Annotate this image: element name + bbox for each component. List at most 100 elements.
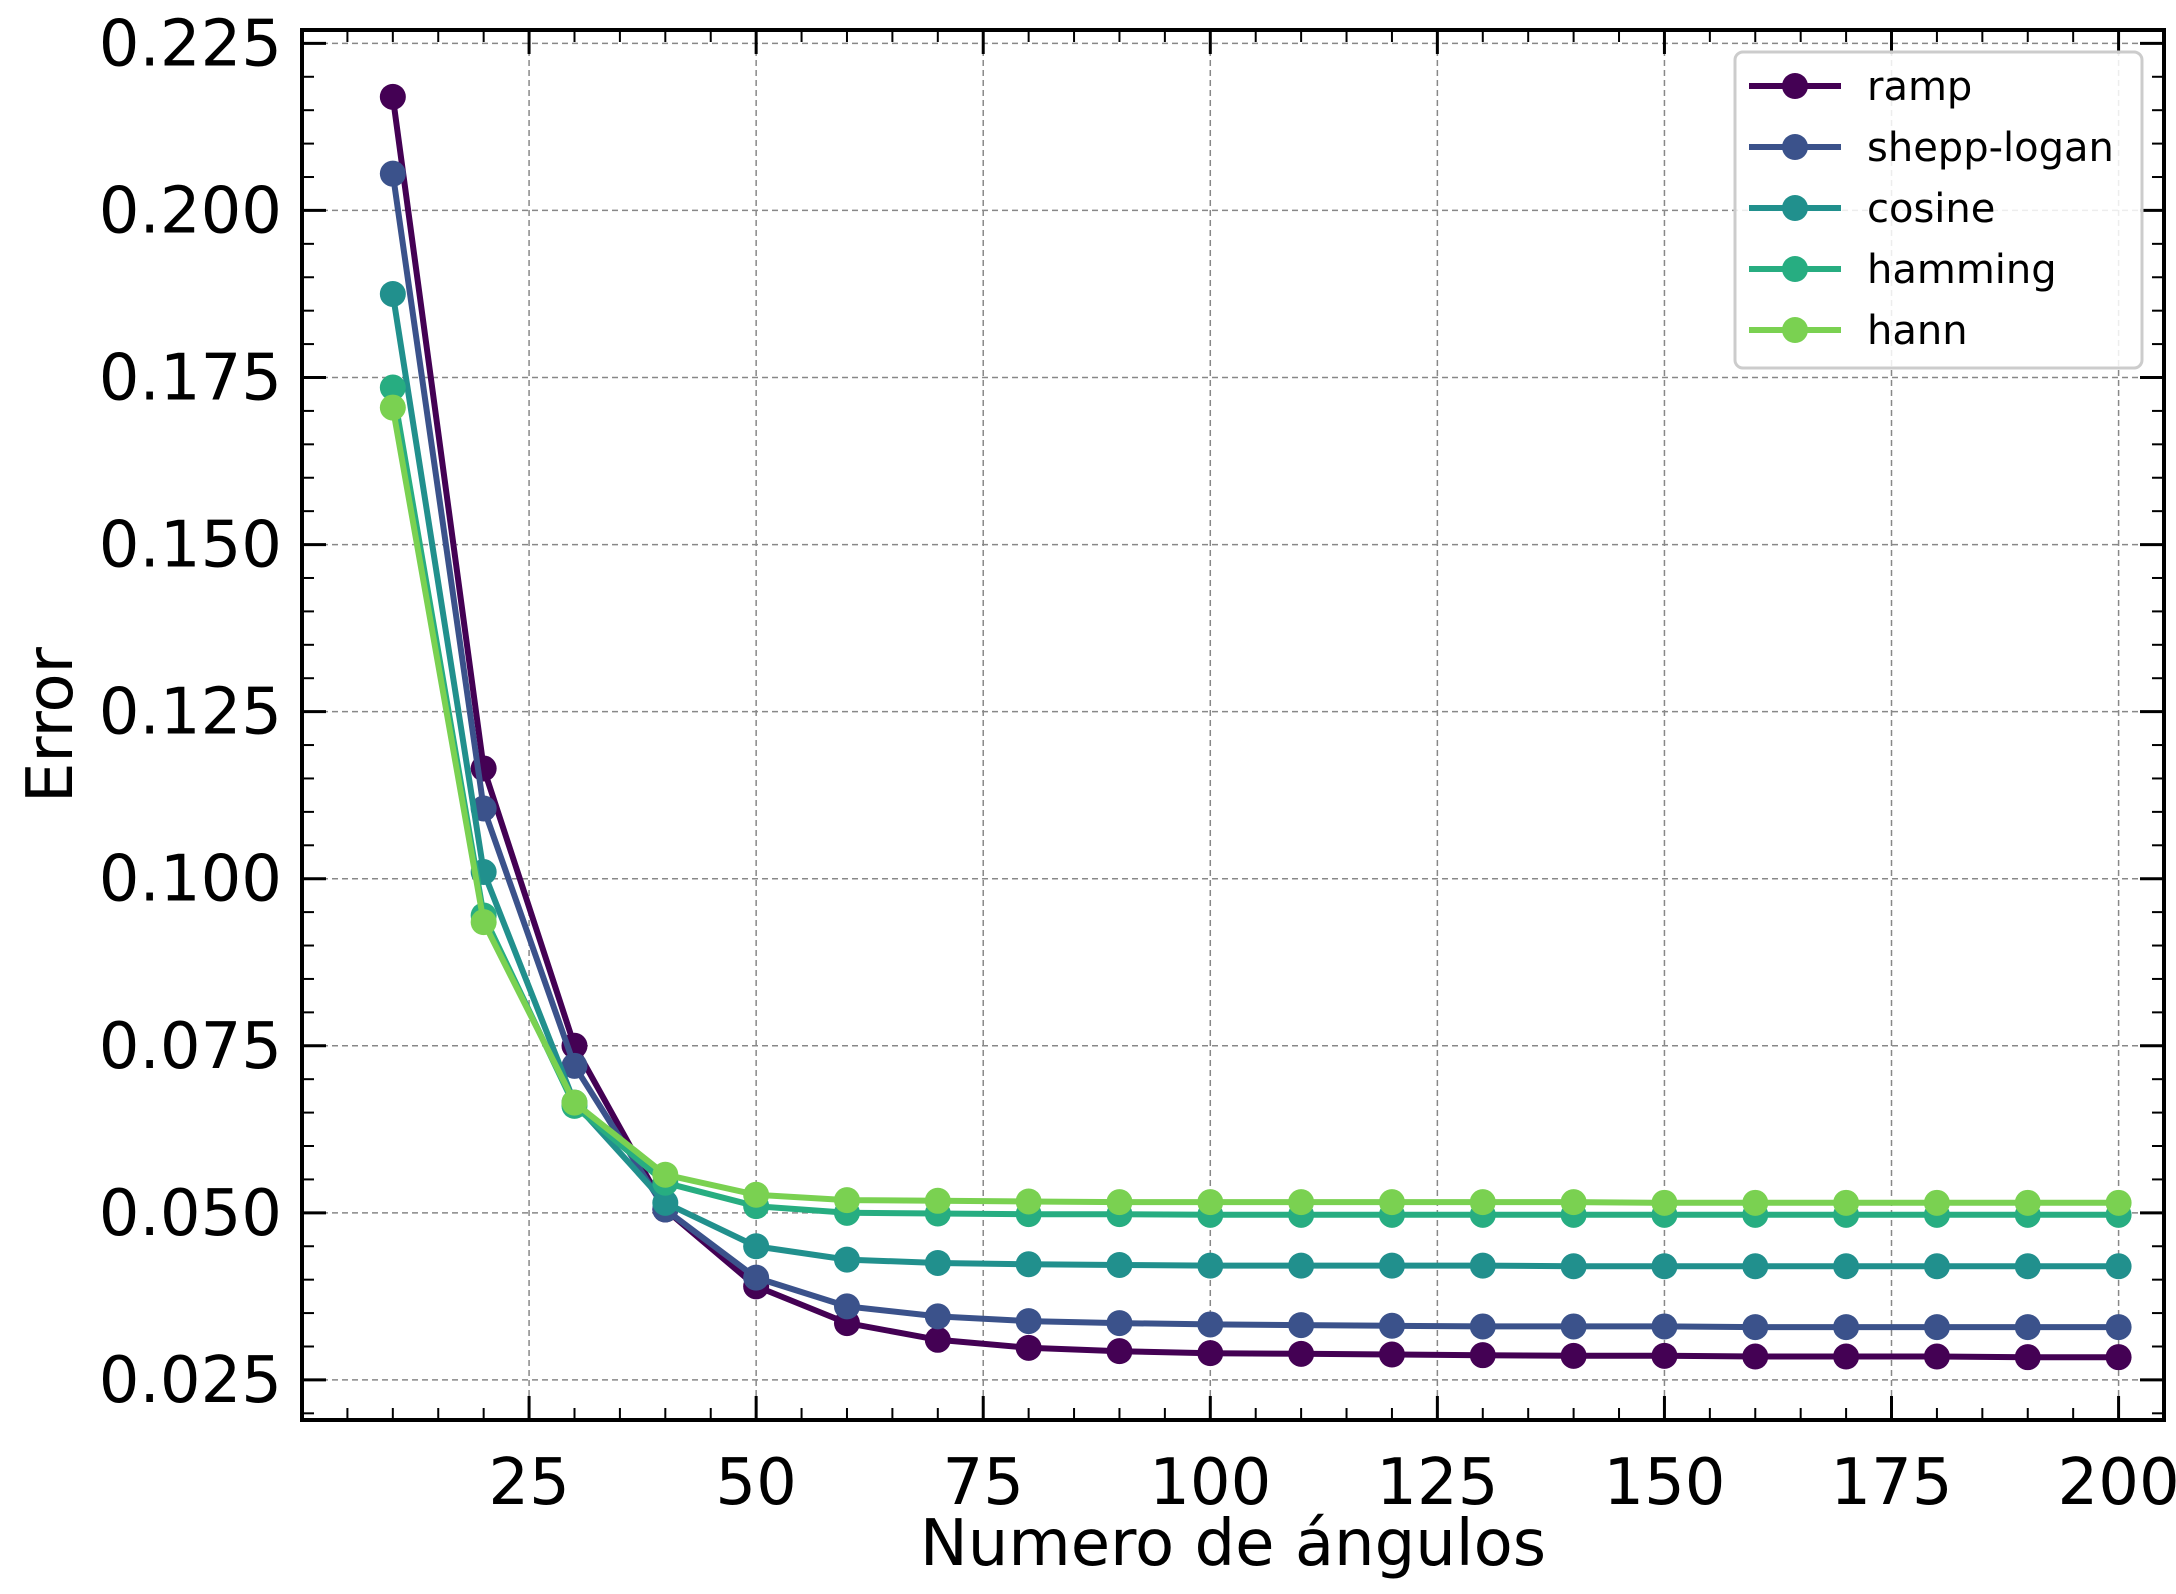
data-point-hann (652, 1161, 679, 1188)
tick-labels: 25 50 75 100 125 150 175 200 0.025 0.050 0.075 0.10… (99, 7, 2176, 1520)
x-axis-title: Numero de ángulos (920, 1507, 1546, 1581)
data-point-ramp (2105, 1344, 2132, 1371)
data-point-cosine (379, 280, 406, 307)
series-hann (379, 394, 2132, 1216)
data-point-hann (1197, 1189, 1224, 1216)
data-point-ramp (1197, 1340, 1224, 1367)
data-point-hann (1560, 1189, 1587, 1216)
data-point-hann (924, 1187, 951, 1214)
data-point-shepp-logan (1833, 1314, 1860, 1341)
legend-label-cosine: cosine (1867, 186, 1995, 232)
data-point-ramp (1469, 1342, 1496, 1369)
data-point-hann (1833, 1189, 1860, 1216)
data-point-cosine (2105, 1253, 2132, 1280)
legend-label-hamming: hamming (1867, 247, 2057, 293)
data-point-ramp (924, 1326, 951, 1353)
data-point-cosine (2014, 1253, 2041, 1280)
data-point-hann (1651, 1189, 1678, 1216)
series-line-hann (389, 407, 2119, 1206)
x-tick-label: 200 (2058, 1446, 2176, 1520)
y-tick-label: 0.150 (99, 509, 282, 583)
legend-entry-ramp: ramp (1749, 64, 1972, 110)
data-point-cosine (1469, 1252, 1496, 1279)
y-tick-label: 0.125 (99, 676, 282, 750)
series-line-hamming (389, 386, 2119, 1218)
series-cosine (379, 280, 2132, 1280)
data-point-hann (1288, 1189, 1315, 1216)
data-point-shepp-logan (1197, 1311, 1224, 1338)
data-point-hann (1923, 1189, 1950, 1216)
data-point-ramp (1833, 1343, 1860, 1370)
y-tick-label: 0.175 (99, 342, 282, 416)
data-point-hann (1742, 1189, 1769, 1216)
legend: ramp shepp-logan cosine hamming hann (1733, 50, 2144, 370)
data-point-ramp (379, 83, 406, 110)
data-point-shepp-logan (1651, 1313, 1678, 1340)
y-axis-title: Error (14, 646, 88, 803)
legend-entry-hann: hann (1749, 308, 1968, 354)
legend-box (1733, 50, 2144, 370)
data-point-ramp (1560, 1342, 1587, 1369)
data-point-hann (2014, 1189, 2041, 1216)
data-point-cosine (833, 1246, 860, 1273)
legend-label-hann: hann (1867, 308, 1968, 354)
data-point-cosine (1106, 1251, 1133, 1278)
data-point-cosine (1378, 1252, 1405, 1279)
legend-label-shepp-logan: shepp-logan (1867, 125, 2114, 171)
data-point-hann (833, 1187, 860, 1214)
data-point-shepp-logan (1923, 1314, 1950, 1341)
y-tick-label: 0.225 (99, 7, 282, 81)
series-shepp-logan (379, 160, 2132, 1341)
data-point-ramp (1288, 1340, 1315, 1367)
y-tick-label: 0.100 (99, 843, 282, 917)
data-point-shepp-logan (833, 1293, 860, 1320)
x-tick-label: 175 (1830, 1446, 1952, 1520)
data-point-shepp-logan (1106, 1310, 1133, 1337)
data-point-ramp (2014, 1344, 2041, 1371)
data-point-hann (1015, 1188, 1042, 1215)
y-tick-label: 0.075 (99, 1010, 282, 1084)
data-point-shepp-logan (561, 1052, 588, 1079)
legend-label-ramp: ramp (1867, 64, 1972, 110)
data-point-shepp-logan (743, 1264, 770, 1291)
data-point-shepp-logan (1288, 1312, 1315, 1339)
data-point-cosine (1833, 1253, 1860, 1280)
data-point-cosine (1651, 1253, 1678, 1280)
x-tick-label: 25 (488, 1446, 569, 1520)
data-point-ramp (1106, 1338, 1133, 1365)
data-point-shepp-logan (1378, 1312, 1405, 1339)
data-point-hamming (379, 374, 406, 401)
x-tick-label: 100 (1149, 1446, 1271, 1520)
data-point-ramp (1923, 1343, 1950, 1370)
y-tick-label: 0.025 (99, 1344, 282, 1418)
legend-entry-hamming: hamming (1749, 247, 2057, 293)
data-point-shepp-logan (924, 1303, 951, 1330)
legend-marker-shepp-logan (1782, 134, 1808, 160)
data-point-ramp (1651, 1342, 1678, 1369)
data-point-hann (470, 909, 497, 936)
data-point-cosine (1015, 1251, 1042, 1278)
legend-marker-hamming (1782, 256, 1808, 282)
data-point-cosine (1560, 1253, 1587, 1280)
data-point-shepp-logan (1742, 1314, 1769, 1341)
legend-entry-cosine: cosine (1749, 186, 1995, 232)
series-line-cosine (389, 293, 2119, 1270)
data-point-hann (1378, 1189, 1405, 1216)
y-tick-label: 0.200 (99, 174, 282, 248)
data-series (379, 83, 2132, 1371)
data-point-hann (561, 1089, 588, 1116)
x-tick-label: 75 (943, 1446, 1024, 1520)
data-point-cosine (652, 1189, 679, 1216)
y-tick-label: 0.050 (99, 1177, 282, 1251)
legend-marker-cosine (1782, 195, 1808, 221)
data-point-cosine (1923, 1253, 1950, 1280)
series-line-shepp-logan (389, 173, 2119, 1331)
data-point-hann (743, 1181, 770, 1208)
plot-frame (300, 28, 2166, 1422)
data-point-hann (1106, 1189, 1133, 1216)
data-point-shepp-logan (2105, 1314, 2132, 1341)
data-point-shepp-logan (379, 160, 406, 187)
data-point-hann (1469, 1189, 1496, 1216)
legend-marker-ramp (1782, 73, 1808, 99)
